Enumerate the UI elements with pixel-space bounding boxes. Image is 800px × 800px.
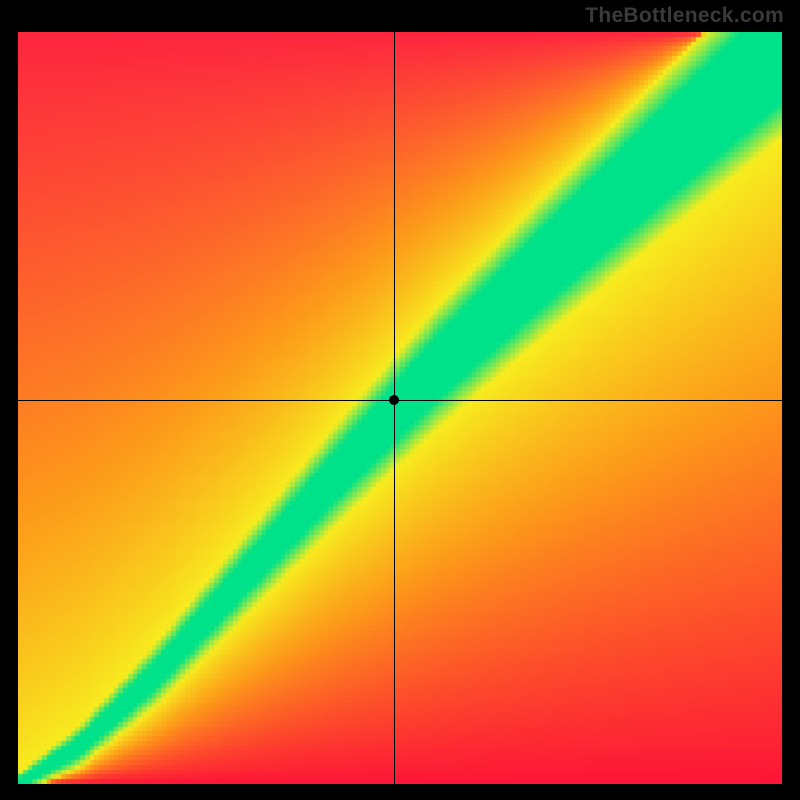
chart-container: TheBottleneck.com — [0, 0, 800, 800]
data-point-marker — [389, 395, 399, 405]
heatmap-canvas — [18, 32, 782, 784]
plot-area — [18, 32, 782, 784]
attribution-text: TheBottleneck.com — [585, 4, 784, 28]
crosshair-vertical — [394, 32, 395, 784]
crosshair-horizontal — [18, 400, 782, 401]
